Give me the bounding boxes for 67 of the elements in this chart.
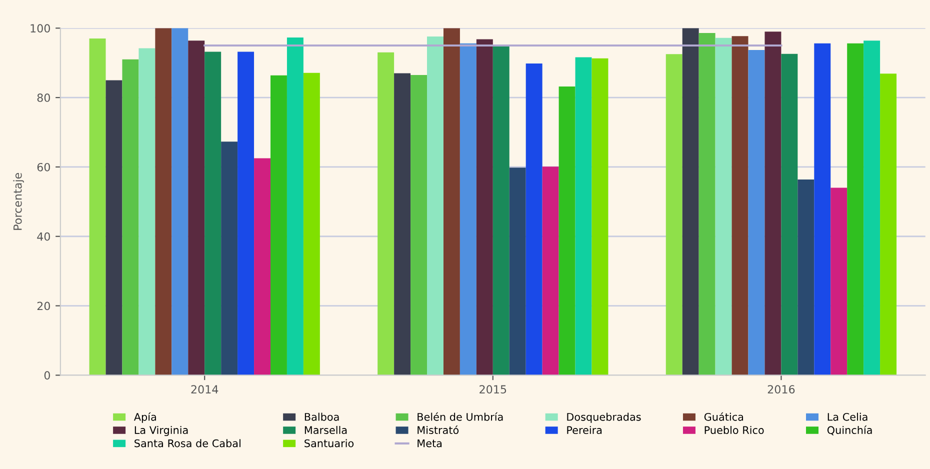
bar (122, 59, 139, 376)
bar (509, 168, 526, 376)
legend-label: Meta (418, 439, 442, 448)
bar (526, 64, 542, 376)
legend-label: Santa Rosa de Cabal (134, 439, 240, 448)
legend-label: Balboa (304, 412, 339, 421)
bar (155, 28, 172, 376)
bar (204, 52, 222, 376)
bar (492, 46, 510, 376)
y-tick-label: 20 (37, 302, 50, 310)
bar (748, 50, 765, 376)
bar (847, 43, 864, 376)
legend-label: La Virginia (134, 426, 188, 436)
legend-label: La Celia (828, 412, 868, 421)
x-tick-label: 2016 (768, 385, 795, 394)
bar (864, 40, 880, 376)
bar (814, 43, 831, 376)
bar (542, 166, 559, 376)
bar (427, 36, 444, 376)
bar (715, 38, 732, 376)
y-tick-label: 100 (30, 24, 50, 33)
legend-label: Apía (134, 412, 156, 423)
bar (476, 39, 493, 376)
bar (188, 40, 205, 376)
x-tick-label: 2015 (480, 385, 506, 394)
bar (798, 179, 814, 376)
bar (575, 57, 592, 376)
bar (880, 74, 897, 376)
bar (592, 58, 608, 376)
bar (378, 52, 394, 376)
bar (558, 86, 576, 376)
bar (238, 52, 254, 376)
legend-label: Dosquebradas (567, 412, 641, 423)
legend-label: Santuario (304, 439, 354, 448)
bar (410, 74, 428, 376)
bar (830, 188, 848, 376)
bar (682, 28, 699, 376)
legend-label: Quinchía (827, 426, 872, 436)
legend-label: Marsella (304, 426, 347, 434)
bar (732, 36, 748, 376)
bar (764, 32, 782, 376)
y-tick-label: 60 (37, 162, 50, 172)
bar (106, 80, 122, 376)
bar (254, 158, 270, 376)
y-tick-label: 40 (37, 232, 50, 241)
bar (460, 43, 476, 376)
bar (666, 54, 682, 376)
bar (286, 38, 304, 376)
legend-label: Pueblo Rico (704, 426, 764, 434)
y-axis-title: Porcentaje (13, 173, 24, 230)
legend-label: Guática (704, 412, 744, 421)
bar (394, 73, 411, 376)
bar (303, 72, 320, 376)
bar (172, 28, 188, 376)
bar (89, 38, 106, 376)
bar (221, 142, 238, 376)
legend-label: Mistrató (418, 426, 459, 434)
bar (781, 54, 798, 376)
bar (443, 28, 460, 376)
y-tick-label: 80 (37, 94, 50, 102)
y-tick-label: 0 (44, 371, 50, 380)
bar (270, 75, 287, 376)
legend-label: Belén de Umbría (418, 412, 503, 421)
bar (698, 33, 716, 376)
bar (138, 48, 156, 376)
x-tick-label: 2014 (191, 385, 218, 394)
legend-label: Pereira (567, 426, 602, 434)
